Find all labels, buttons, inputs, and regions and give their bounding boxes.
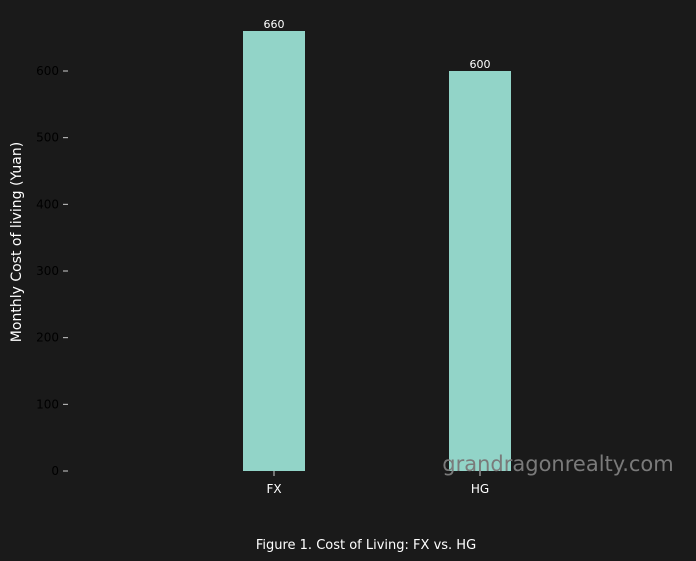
bars: 660 600: [243, 18, 511, 471]
y-axis-title: Monthly Cost of living (Yuan): [9, 142, 25, 342]
y-axis: 0 100 200 300 400 500 600: [36, 64, 68, 478]
y-tick-label: 400: [36, 197, 59, 211]
y-tick-label: 600: [36, 64, 59, 78]
x-tick-label: FX: [266, 482, 281, 496]
y-tick-label: 200: [36, 331, 59, 345]
y-tick-label: 0: [51, 464, 59, 478]
x-tick-label: HG: [471, 482, 489, 496]
y-tick-label: 500: [36, 131, 59, 145]
watermark-text: grandragonrealty.com: [442, 452, 673, 476]
data-label-hg: 600: [470, 58, 491, 71]
x-axis: FX HG: [266, 471, 489, 496]
bar-fx: [243, 31, 305, 471]
y-tick-label: 100: [36, 397, 59, 411]
bar-hg: [449, 71, 511, 471]
data-label-fx: 660: [264, 18, 285, 31]
y-tick-label: 300: [36, 264, 59, 278]
figure-caption: Figure 1. Cost of Living: FX vs. HG: [256, 538, 476, 553]
